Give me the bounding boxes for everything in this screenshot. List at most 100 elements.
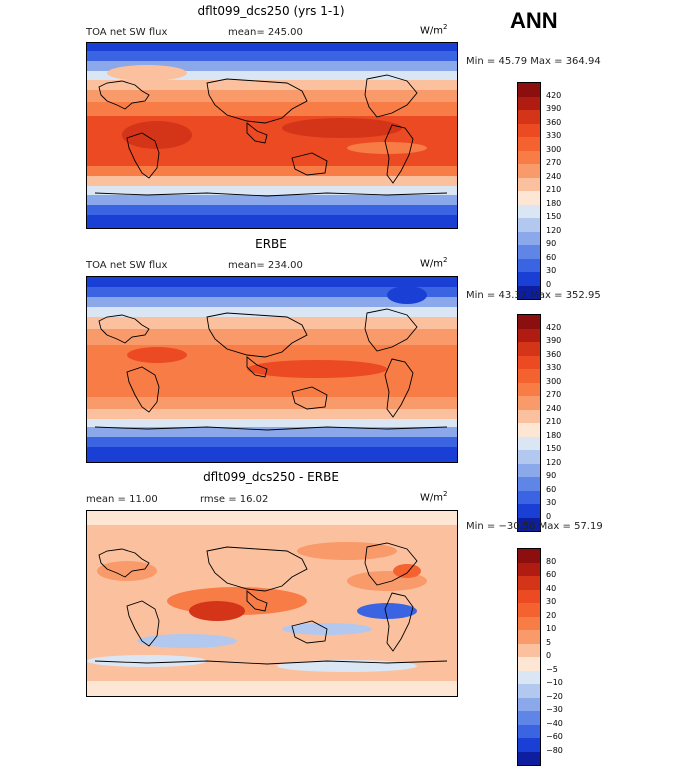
- colorbar-tick-label: 330: [546, 363, 562, 372]
- colorbar-swatch: [518, 96, 540, 110]
- colorbar-swatch: [518, 315, 540, 329]
- colorbar-tick-label: −40: [546, 718, 563, 728]
- colorbar-swatch: [518, 123, 540, 137]
- panel-3-colorbar: [517, 548, 541, 766]
- colorbar-tick-label: 300: [546, 144, 562, 154]
- panel-1-minmax: Min = 45.79 Max = 364.94: [466, 56, 601, 67]
- colorbar-tick-label: 5: [546, 637, 552, 647]
- colorbar-tick-label: 390: [546, 104, 562, 113]
- colorbar-swatch: [518, 751, 540, 765]
- colorbar-tick-label: 360: [546, 349, 562, 359]
- colorbar-tick-label: 90: [546, 239, 557, 248]
- panel-3-units: W/m2: [420, 490, 448, 504]
- colorbar-tick-label: 360: [546, 117, 562, 127]
- colorbar-tick-label: 40: [546, 583, 557, 593]
- colorbar-swatch: [518, 463, 540, 477]
- colorbar-swatch: [518, 738, 540, 752]
- colorbar-swatch: [518, 328, 540, 342]
- colorbar-swatch: [518, 218, 540, 232]
- panel-2-map: [86, 276, 458, 463]
- colorbar-swatch: [518, 436, 540, 450]
- colorbar-tick-label: 210: [546, 185, 562, 194]
- colorbar-tick-label: 60: [546, 570, 557, 579]
- colorbar-swatch: [518, 83, 540, 97]
- colorbar-tick-label: 150: [546, 212, 562, 221]
- colorbar-swatch: [518, 191, 540, 205]
- colorbar-swatch: [518, 396, 540, 410]
- colorbar-swatch: [518, 630, 540, 644]
- colorbar-tick-label: 90: [546, 471, 557, 480]
- panel-2-units: W/m2: [420, 256, 448, 270]
- colorbar-tick-label: 30: [546, 597, 557, 606]
- panel-3-mean-label: mean = 11.00: [86, 494, 158, 505]
- colorbar-swatch: [518, 382, 540, 396]
- colorbar-tick-label: 300: [546, 376, 562, 386]
- colorbar-swatch: [518, 423, 540, 437]
- panel-3-map: [86, 510, 458, 697]
- colorbar-tick-label: 60: [546, 252, 557, 262]
- colorbar-swatch: [518, 204, 540, 218]
- panel-2-colorbar: [517, 314, 541, 532]
- colorbar-swatch: [518, 150, 540, 164]
- colorbar-tick-label: 120: [546, 457, 562, 467]
- colorbar-tick-label: −10: [546, 678, 563, 687]
- colorbar-tick-label: 270: [546, 390, 562, 399]
- colorbar-swatch: [518, 110, 540, 124]
- colorbar-tick-label: −20: [546, 691, 563, 701]
- colorbar-swatch: [518, 603, 540, 617]
- colorbar-swatch: [518, 231, 540, 245]
- colorbar-tick-label: 240: [546, 403, 562, 413]
- colorbar-tick-label: 80: [546, 556, 557, 566]
- colorbar-swatch: [518, 258, 540, 272]
- colorbar-swatch: [518, 549, 540, 563]
- colorbar-swatch: [518, 589, 540, 603]
- panel-2-mean-label: mean= 234.00: [228, 260, 303, 271]
- colorbar-swatch: [518, 285, 540, 299]
- colorbar-tick-label: 420: [546, 90, 562, 100]
- colorbar-swatch: [518, 616, 540, 630]
- colorbar-swatch: [518, 711, 540, 725]
- colorbar-swatch: [518, 245, 540, 259]
- colorbar-swatch: [518, 137, 540, 151]
- colorbar-tick-label: −80: [546, 745, 563, 755]
- colorbar-tick-label: 270: [546, 158, 562, 167]
- colorbar-swatch: [518, 409, 540, 423]
- colorbar-tick-label: 0: [546, 279, 552, 289]
- colorbar-swatch: [518, 272, 540, 286]
- colorbar-swatch: [518, 657, 540, 671]
- panel-2-variable-label: TOA net SW flux: [86, 260, 168, 271]
- panel-3-title: dflt099_dcs250 - ERBE: [203, 470, 339, 484]
- panel-1-map: [86, 42, 458, 229]
- colorbar-tick-label: 10: [546, 624, 557, 633]
- panel-1-mean-label: mean= 245.00: [228, 27, 303, 38]
- colorbar-tick-label: 330: [546, 131, 562, 140]
- colorbar-tick-label: 210: [546, 417, 562, 426]
- colorbar-tick-label: 420: [546, 322, 562, 332]
- panel-1-title: dflt099_dcs250 (yrs 1-1): [197, 4, 345, 18]
- colorbar-swatch: [518, 562, 540, 576]
- colorbar-tick-label: 240: [546, 171, 562, 181]
- panel-3-rmse-label: rmse = 16.02: [200, 494, 269, 505]
- panel-1-variable-label: TOA net SW flux: [86, 27, 168, 38]
- panel-1-colorbar: [517, 82, 541, 300]
- colorbar-swatch: [518, 517, 540, 531]
- colorbar-swatch: [518, 450, 540, 464]
- colorbar-swatch: [518, 643, 540, 657]
- season-label: ANN: [510, 8, 558, 33]
- colorbar-tick-label: −5: [546, 664, 558, 674]
- colorbar-swatch: [518, 342, 540, 356]
- colorbar-tick-label: 30: [546, 266, 557, 275]
- colorbar-tick-label: 390: [546, 336, 562, 345]
- panel-2-minmax: Min = 43.32 Max = 352.95: [466, 290, 601, 301]
- colorbar-tick-label: 0: [546, 651, 552, 660]
- colorbar-tick-label: 30: [546, 498, 557, 507]
- colorbar-tick-label: 180: [546, 198, 562, 208]
- colorbar-tick-label: 20: [546, 610, 557, 620]
- colorbar-tick-label: 150: [546, 444, 562, 453]
- colorbar-swatch: [518, 504, 540, 518]
- panel-1-units: W/m2: [420, 23, 448, 37]
- colorbar-tick-label: −30: [546, 705, 563, 714]
- colorbar-swatch: [518, 177, 540, 191]
- colorbar-tick-label: 60: [546, 484, 557, 494]
- colorbar-tick-label: −60: [546, 732, 563, 741]
